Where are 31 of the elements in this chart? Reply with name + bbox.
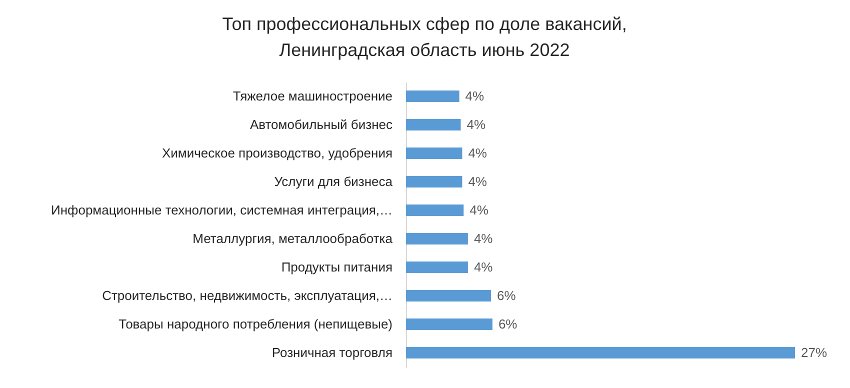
data-label: 4% bbox=[470, 202, 489, 218]
y-tick-label: Информационные технологии, системная интеграция,… bbox=[51, 202, 392, 218]
bar bbox=[406, 347, 795, 358]
bar bbox=[406, 148, 462, 159]
bar bbox=[406, 290, 492, 302]
y-tick-label: Строительство, недвижимость, эксплуатация,… bbox=[102, 288, 392, 303]
y-tick-label: Металлургия, металлообработка bbox=[192, 230, 394, 246]
bar bbox=[406, 119, 461, 130]
y-tick-label: Розничная торговля bbox=[272, 344, 392, 360]
chart-title: Топ профессиональных сфер по доле вакансий, Ленинградская область июнь 2022 bbox=[222, 14, 627, 60]
y-tick-label: Тяжелое машиностроение bbox=[232, 88, 392, 104]
bar bbox=[406, 204, 464, 216]
data-label: 6% bbox=[497, 288, 516, 303]
data-label: 6% bbox=[498, 316, 518, 332]
bar bbox=[406, 90, 460, 102]
bar bbox=[406, 176, 462, 188]
data-label: 4% bbox=[474, 259, 494, 274]
y-tick-label: Автомобильный бизнес bbox=[250, 116, 393, 132]
data-label: 4% bbox=[474, 230, 494, 246]
data-label: 4% bbox=[466, 116, 486, 132]
y-tick-label: Товары народного потребления (непищевые) bbox=[118, 316, 392, 332]
data-label: 4% bbox=[465, 88, 485, 104]
y-tick-label: Услуги для бизнеса bbox=[274, 174, 394, 189]
bar bbox=[406, 233, 468, 244]
data-label: 27% bbox=[801, 344, 828, 360]
bar bbox=[406, 318, 492, 330]
data-label: 4% bbox=[468, 145, 488, 160]
y-tick-label: Продукты питания bbox=[281, 259, 392, 274]
bar bbox=[406, 262, 468, 273]
data-label: 4% bbox=[468, 174, 488, 189]
y-tick-label: Химическое производство, удобрения bbox=[162, 145, 392, 160]
